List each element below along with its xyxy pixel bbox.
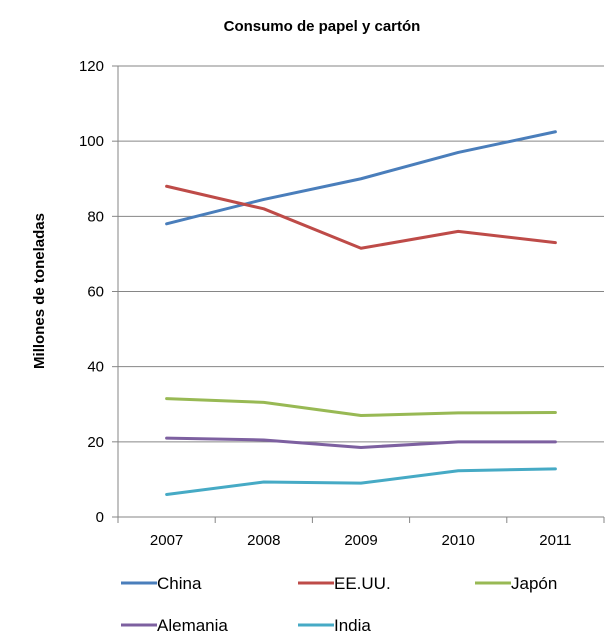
x-tick-label: 2009 (344, 532, 377, 549)
chart-title: Consumo de papel y cartón (224, 18, 421, 35)
y-tick-label: 60 (87, 284, 104, 301)
y-tick-label: 40 (87, 359, 104, 376)
y-tick-label: 20 (87, 434, 104, 451)
y-tick-label: 0 (96, 509, 104, 526)
legend-label: Alemania (157, 616, 228, 632)
x-tick-label: 2010 (442, 532, 475, 549)
series-line-alemania (165, 436, 557, 449)
legend: China EE.UU. Japón Alemania India (121, 574, 557, 632)
x-tick-label: 2008 (247, 532, 280, 549)
y-tick-label: 100 (79, 133, 104, 150)
legend-label: China (157, 574, 202, 593)
y-axis-title: Millones de toneladas (31, 213, 48, 369)
legend-label: Japón (511, 574, 557, 593)
series-line-ee-uu- (165, 184, 557, 250)
gridlines (118, 65, 604, 443)
y-tick-label: 80 (87, 208, 104, 225)
axes: 0 20 40 60 80 100 120 2007 2008 2009 2010 2011 (79, 58, 605, 549)
y-tick-label: 120 (79, 58, 104, 75)
x-tick-label: 2011 (539, 532, 571, 549)
series-line-jap-n (165, 397, 557, 418)
series-line-india (165, 467, 557, 496)
legend-label: India (334, 616, 371, 632)
x-tick-label: 2007 (150, 532, 183, 549)
series-line-china (165, 130, 557, 226)
legend-label: EE.UU. (334, 574, 391, 593)
series-lines (165, 130, 557, 496)
